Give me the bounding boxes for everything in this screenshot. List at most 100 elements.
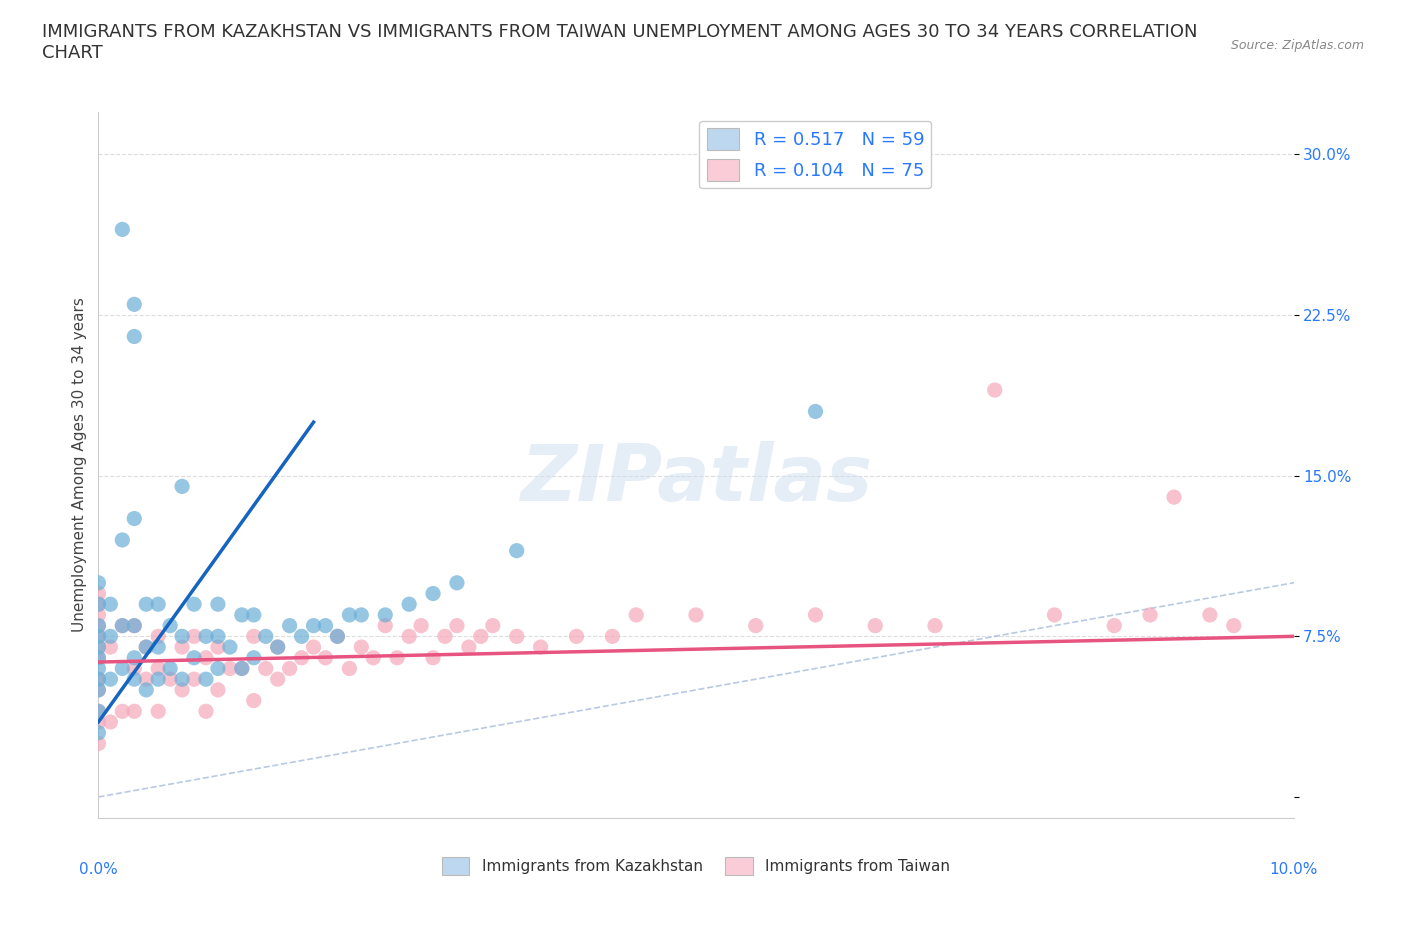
Point bbox=[148, 661, 170, 676]
Point bbox=[267, 640, 290, 655]
Point bbox=[183, 597, 205, 612]
Point bbox=[422, 586, 444, 601]
Point bbox=[87, 671, 110, 686]
Point bbox=[135, 640, 157, 655]
Point bbox=[87, 683, 110, 698]
Point bbox=[1043, 607, 1066, 622]
Point bbox=[446, 576, 468, 591]
Point bbox=[231, 607, 253, 622]
Point bbox=[111, 222, 134, 237]
Point bbox=[183, 671, 205, 686]
Point bbox=[111, 618, 134, 633]
Point bbox=[148, 629, 170, 644]
Point bbox=[98, 714, 122, 729]
Point bbox=[207, 661, 229, 676]
Point bbox=[804, 607, 827, 622]
Point bbox=[530, 640, 553, 655]
Point bbox=[87, 683, 110, 698]
Point bbox=[278, 618, 301, 633]
Point bbox=[458, 640, 481, 655]
Point bbox=[254, 661, 277, 676]
Point bbox=[685, 607, 707, 622]
Point bbox=[183, 629, 205, 644]
Point bbox=[243, 607, 266, 622]
Point bbox=[172, 479, 194, 494]
Point bbox=[87, 629, 110, 644]
Point bbox=[148, 640, 170, 655]
Text: 10.0%: 10.0% bbox=[1270, 862, 1317, 877]
Point bbox=[326, 629, 349, 644]
Point bbox=[207, 683, 229, 698]
Point bbox=[1139, 607, 1161, 622]
Point bbox=[195, 671, 218, 686]
Point bbox=[745, 618, 768, 633]
Point bbox=[302, 640, 325, 655]
Point bbox=[148, 597, 170, 612]
Point bbox=[87, 671, 110, 686]
Point bbox=[87, 736, 110, 751]
Point bbox=[172, 629, 194, 644]
Point bbox=[1223, 618, 1246, 633]
Point bbox=[219, 661, 242, 676]
Text: ZIPatlas: ZIPatlas bbox=[520, 441, 872, 517]
Point bbox=[172, 640, 194, 655]
Point bbox=[231, 661, 253, 676]
Point bbox=[87, 640, 110, 655]
Point bbox=[124, 704, 146, 719]
Point bbox=[159, 661, 181, 676]
Point bbox=[195, 629, 218, 644]
Point bbox=[87, 650, 110, 665]
Point bbox=[87, 629, 110, 644]
Point bbox=[626, 607, 648, 622]
Point bbox=[565, 629, 588, 644]
Point bbox=[411, 618, 433, 633]
Point bbox=[243, 629, 266, 644]
Point bbox=[87, 704, 110, 719]
Point bbox=[291, 629, 314, 644]
Point bbox=[135, 683, 157, 698]
Point bbox=[124, 329, 146, 344]
Point bbox=[124, 512, 146, 526]
Point bbox=[385, 650, 409, 665]
Point bbox=[183, 650, 205, 665]
Point bbox=[315, 650, 337, 665]
Point bbox=[87, 640, 110, 655]
Point bbox=[243, 650, 266, 665]
Point bbox=[506, 629, 529, 644]
Point bbox=[315, 618, 337, 633]
Point bbox=[398, 629, 420, 644]
Text: 0.0%: 0.0% bbox=[79, 862, 118, 877]
Point bbox=[924, 618, 946, 633]
Y-axis label: Unemployment Among Ages 30 to 34 years: Unemployment Among Ages 30 to 34 years bbox=[72, 298, 87, 632]
Point bbox=[219, 640, 242, 655]
Point bbox=[350, 640, 373, 655]
Point bbox=[254, 629, 277, 644]
Point bbox=[267, 640, 290, 655]
Point bbox=[506, 543, 529, 558]
Point bbox=[172, 683, 194, 698]
Point bbox=[98, 629, 122, 644]
Point bbox=[87, 618, 110, 633]
Point bbox=[124, 650, 146, 665]
Point bbox=[374, 618, 396, 633]
Point bbox=[111, 618, 134, 633]
Point bbox=[124, 618, 146, 633]
Point bbox=[267, 671, 290, 686]
Point bbox=[207, 640, 229, 655]
Point bbox=[87, 618, 110, 633]
Point bbox=[172, 671, 194, 686]
Point bbox=[278, 661, 301, 676]
Point bbox=[87, 714, 110, 729]
Point bbox=[87, 576, 110, 591]
Point bbox=[363, 650, 385, 665]
Point bbox=[984, 382, 1007, 397]
Point bbox=[207, 597, 229, 612]
Point bbox=[87, 586, 110, 601]
Point bbox=[98, 671, 122, 686]
Point bbox=[482, 618, 505, 633]
Point bbox=[350, 607, 373, 622]
Point bbox=[339, 661, 361, 676]
Point bbox=[398, 597, 420, 612]
Point bbox=[111, 533, 134, 548]
Point bbox=[124, 671, 146, 686]
